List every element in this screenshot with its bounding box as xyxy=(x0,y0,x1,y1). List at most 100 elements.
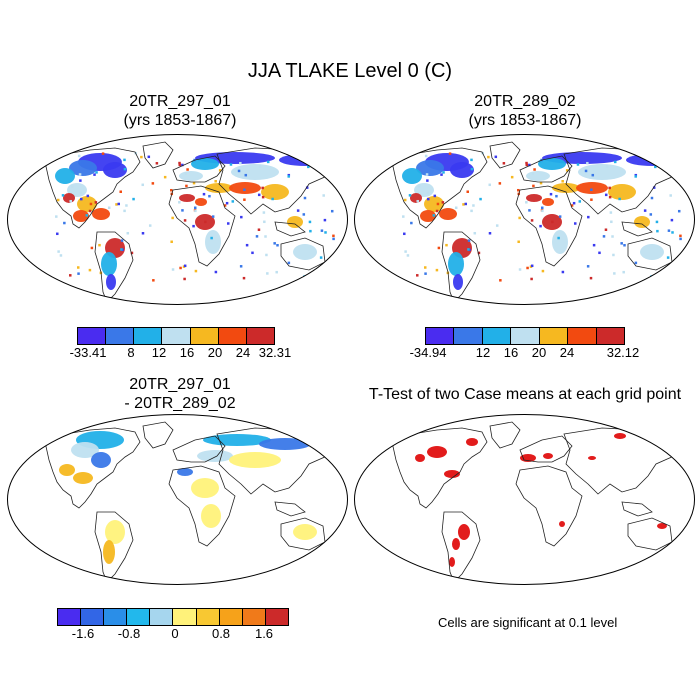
data-cell xyxy=(332,237,335,241)
data-patch xyxy=(420,210,436,222)
data-cell xyxy=(239,161,242,165)
map-bottom-right xyxy=(354,414,695,585)
colorbar-swatch xyxy=(106,328,135,344)
panel-title-top-right: 20TR_289_02 (yrs 1853-1867) xyxy=(405,92,645,130)
data-cell xyxy=(417,185,421,188)
data-cell xyxy=(208,194,211,198)
data-cell xyxy=(488,232,492,235)
map-border xyxy=(7,134,348,305)
data-cell xyxy=(611,235,614,238)
data-cell xyxy=(565,169,569,172)
data-cell xyxy=(229,163,233,166)
data-cell xyxy=(403,198,407,202)
data-cell xyxy=(592,243,596,247)
coastline xyxy=(44,147,141,229)
data-cell xyxy=(90,246,94,250)
data-cell xyxy=(323,218,327,222)
data-patch xyxy=(229,452,281,468)
data-cell xyxy=(307,165,310,169)
data-patch xyxy=(73,210,89,222)
data-cell xyxy=(214,180,217,183)
data-cell xyxy=(69,199,72,203)
coastline xyxy=(489,141,521,169)
panel-title-line2: (yrs 1853-1867) xyxy=(468,112,582,129)
data-cell xyxy=(408,194,412,197)
panel-title-bottom-left: 20TR_297_01 - 20TR_289_02 xyxy=(60,375,300,413)
data-cell xyxy=(322,194,325,197)
data-cell xyxy=(185,184,188,188)
data-cell xyxy=(424,272,427,275)
coastline xyxy=(142,421,174,449)
data-cell xyxy=(416,199,419,203)
data-cell xyxy=(604,228,608,231)
data-patch xyxy=(448,252,464,276)
data-cell xyxy=(602,235,606,238)
data-cell xyxy=(620,242,623,245)
data-cell xyxy=(273,242,276,245)
data-cell xyxy=(183,219,187,222)
data-cell xyxy=(183,264,187,268)
colorbar-difference xyxy=(57,608,289,626)
data-patch xyxy=(657,523,667,529)
coastline xyxy=(280,237,326,271)
colorbar-swatch xyxy=(104,609,128,625)
coastline xyxy=(441,231,481,303)
data-cell xyxy=(464,202,468,206)
colorbar-swatch xyxy=(150,609,174,625)
coastline xyxy=(515,465,583,547)
data-cell xyxy=(426,179,429,182)
data-cell xyxy=(526,266,529,270)
data-patch xyxy=(177,468,193,476)
data-cell xyxy=(78,160,81,164)
data-cell xyxy=(151,182,155,185)
data-patch xyxy=(449,557,455,567)
data-cell xyxy=(472,204,475,207)
colorbar-tick-label: 32.31 xyxy=(258,345,292,360)
data-cell xyxy=(578,200,582,203)
data-cell xyxy=(123,158,126,162)
data-cell xyxy=(608,195,612,199)
data-cell xyxy=(441,201,445,204)
data-cell xyxy=(528,209,531,212)
data-patch xyxy=(458,524,470,540)
data-cell xyxy=(673,272,676,275)
data-patch xyxy=(608,184,636,200)
data-cell xyxy=(218,169,222,172)
data-patch xyxy=(106,274,116,290)
data-cell xyxy=(263,220,266,224)
data-cell xyxy=(171,216,174,220)
data-cell xyxy=(533,168,536,171)
data-cell xyxy=(125,204,128,207)
significance-note: Cells are significant at 0.1 level xyxy=(438,615,618,630)
data-cell xyxy=(538,160,542,163)
data-cell xyxy=(487,155,490,159)
colorbar-top-left xyxy=(77,327,275,345)
data-cell xyxy=(319,256,323,259)
colorbar-swatch xyxy=(78,328,107,344)
data-cell xyxy=(225,201,229,205)
data-cell xyxy=(608,186,611,190)
data-cell xyxy=(470,158,473,162)
data-cell xyxy=(667,229,671,232)
data-cell xyxy=(558,215,562,218)
data-cell xyxy=(88,209,92,213)
data-cell xyxy=(618,197,621,201)
data-patch xyxy=(71,442,99,458)
data-patch xyxy=(552,230,568,254)
coastline xyxy=(168,185,236,267)
data-patch xyxy=(402,168,422,184)
data-cell xyxy=(101,152,105,155)
data-cell xyxy=(555,194,558,198)
data-cell xyxy=(243,188,246,192)
data-cell xyxy=(70,185,74,188)
data-cell xyxy=(488,183,491,187)
data-cell xyxy=(178,161,181,165)
data-cell xyxy=(510,175,514,179)
colorbar-swatch xyxy=(539,328,569,344)
data-cell xyxy=(442,171,445,174)
data-cell xyxy=(530,264,534,268)
data-cell xyxy=(194,209,197,213)
data-cell xyxy=(179,266,182,270)
data-cell xyxy=(604,193,608,197)
data-cell xyxy=(141,183,144,187)
